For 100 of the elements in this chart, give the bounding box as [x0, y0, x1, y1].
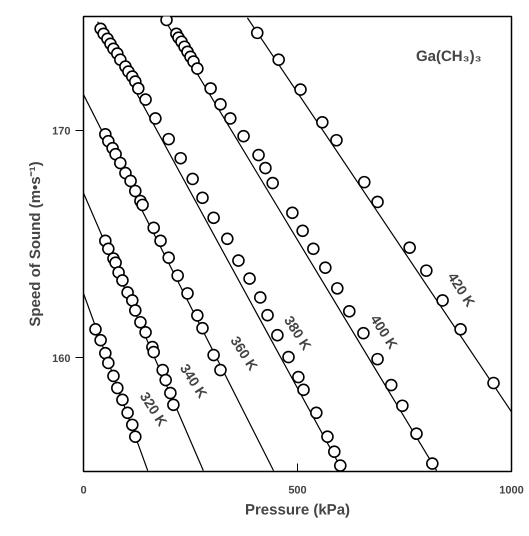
point — [107, 370, 120, 382]
point — [162, 251, 175, 264]
point — [139, 326, 152, 339]
point — [342, 305, 356, 318]
y-tick-label: 170 — [52, 125, 71, 138]
point — [207, 348, 220, 362]
point — [214, 98, 227, 111]
point — [89, 323, 102, 336]
point — [243, 272, 256, 285]
point — [384, 378, 398, 392]
text: 320 K — [136, 388, 171, 430]
point — [310, 406, 323, 420]
point — [99, 346, 112, 360]
point — [196, 322, 209, 334]
point — [128, 430, 142, 443]
point — [94, 334, 107, 347]
point — [214, 364, 227, 376]
point — [121, 406, 134, 420]
point — [134, 316, 147, 329]
point — [116, 394, 129, 406]
point — [371, 196, 384, 208]
point — [286, 206, 299, 220]
point — [454, 323, 467, 336]
point — [109, 148, 122, 160]
point — [204, 82, 217, 95]
point — [102, 356, 115, 370]
point — [109, 256, 122, 269]
point — [116, 274, 129, 287]
point — [296, 224, 309, 238]
point — [261, 308, 274, 322]
point — [331, 282, 344, 295]
point — [436, 294, 449, 307]
text: 420 K — [444, 270, 478, 310]
text: 400 K — [367, 312, 401, 352]
point — [162, 132, 175, 146]
point — [297, 384, 310, 396]
point — [330, 134, 343, 147]
point — [114, 156, 127, 170]
y-axis-title: Speed of Sound (m•s⁻¹) — [27, 161, 44, 327]
point — [403, 241, 416, 254]
point — [147, 346, 160, 358]
text: 380 K — [281, 312, 315, 353]
point — [154, 234, 167, 248]
point — [294, 83, 307, 96]
point — [232, 254, 245, 267]
point — [321, 430, 334, 443]
annotation: Ga(CH₃)₃ — [416, 48, 482, 65]
point — [307, 242, 320, 256]
text: 340 K — [176, 360, 211, 401]
point — [396, 399, 409, 412]
point — [149, 112, 162, 125]
point — [252, 148, 265, 162]
x-tick-label: 0 — [80, 484, 87, 496]
point — [272, 53, 285, 66]
point — [196, 192, 209, 204]
point — [111, 382, 124, 394]
point — [237, 130, 250, 142]
point — [316, 116, 329, 129]
point — [292, 370, 305, 384]
point — [207, 212, 220, 224]
point — [174, 152, 187, 165]
point — [259, 162, 272, 174]
point — [139, 93, 152, 106]
point — [128, 184, 142, 198]
point — [328, 445, 341, 458]
point — [128, 304, 142, 317]
point — [171, 269, 184, 282]
y-tick-label: 160 — [52, 352, 71, 365]
point — [487, 376, 500, 390]
point — [156, 364, 169, 376]
point — [102, 242, 115, 256]
point — [420, 264, 433, 277]
text: 360 K — [228, 333, 262, 374]
point — [410, 427, 423, 440]
point — [319, 261, 332, 274]
x-tick-label: 1000 — [499, 484, 524, 496]
point — [282, 350, 295, 364]
point — [164, 386, 177, 400]
x-axis-title: Pressure (kPa) — [244, 502, 350, 518]
point — [126, 294, 139, 307]
point — [191, 309, 204, 322]
point — [191, 62, 204, 75]
point — [266, 176, 279, 190]
point — [126, 418, 139, 432]
point — [124, 174, 137, 188]
point — [186, 172, 199, 186]
point — [147, 222, 160, 234]
point — [254, 291, 267, 304]
point — [426, 457, 439, 470]
point — [334, 459, 347, 472]
point — [159, 374, 172, 386]
point — [181, 287, 194, 300]
point — [136, 198, 149, 212]
point — [371, 352, 384, 366]
point — [221, 232, 234, 246]
x-tick-label: 500 — [288, 484, 307, 496]
point — [358, 176, 371, 188]
point — [250, 26, 264, 40]
point — [224, 112, 237, 125]
point — [271, 328, 284, 342]
